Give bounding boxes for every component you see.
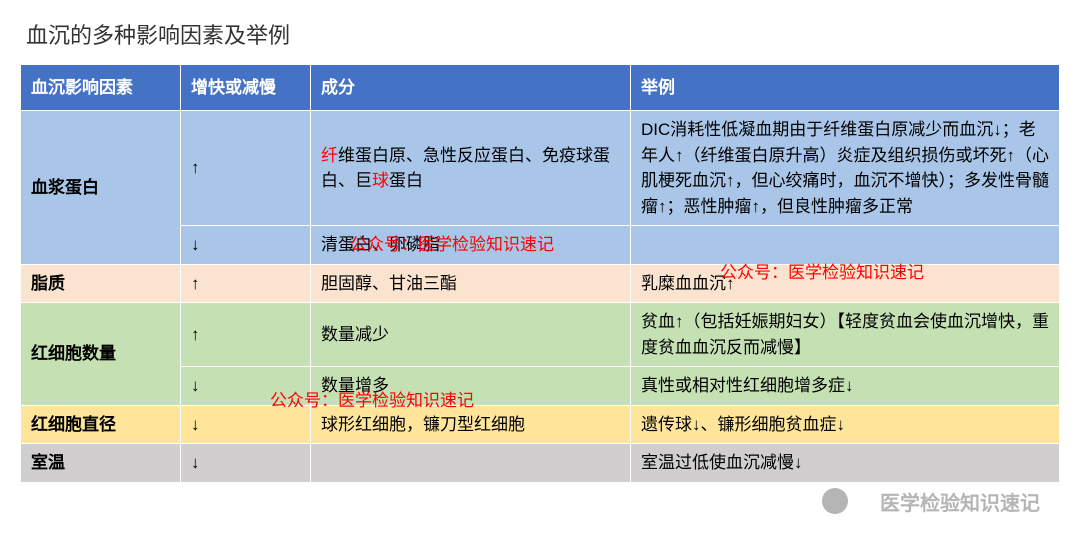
cell-component: 数量增多: [311, 367, 631, 406]
cell-component: 胆固醇、甘油三酯: [311, 264, 631, 303]
cell-direction: ↓: [181, 444, 311, 483]
cell-factor: 红细胞直径: [21, 405, 181, 444]
cell-example: 遗传球↓、镰形细胞贫血症↓: [631, 405, 1060, 444]
esr-factors-table: 血沉影响因素 增快或减慢 成分 举例 血浆蛋白↑纤维蛋白原、急性反应蛋白、免疫球…: [20, 64, 1060, 483]
cell-component: 球形红细胞，镰刀型红细胞: [311, 405, 631, 444]
cell-factor: 脂质: [21, 264, 181, 303]
table-row: 血浆蛋白↑纤维蛋白原、急性反应蛋白、免疫球蛋白、巨球蛋白DIC消耗性低凝血期由于…: [21, 111, 1060, 226]
col-factor: 血沉影响因素: [21, 65, 181, 111]
cell-example: 真性或相对性红细胞增多症↓: [631, 367, 1060, 406]
cell-component: 清蛋白、卵磷脂: [311, 226, 631, 265]
table-row: 脂质↑胆固醇、甘油三酯乳糜血血沉↑: [21, 264, 1060, 303]
table-row: 室温↓ 室温过低使血沉减慢↓: [21, 444, 1060, 483]
cell-example: 乳糜血血沉↑: [631, 264, 1060, 303]
cell-component: 数量减少: [311, 303, 631, 367]
col-component: 成分: [311, 65, 631, 111]
col-example: 举例: [631, 65, 1060, 111]
table-row: 红细胞直径↓球形红细胞，镰刀型红细胞遗传球↓、镰形细胞贫血症↓: [21, 405, 1060, 444]
cell-direction: ↑: [181, 111, 311, 226]
cell-direction: ↓: [181, 226, 311, 265]
page-title: 血沉的多种影响因素及举例: [20, 10, 1060, 64]
cell-factor: 红细胞数量: [21, 303, 181, 406]
header-row: 血沉影响因素 增快或减慢 成分 举例: [21, 65, 1060, 111]
cell-component: [311, 444, 631, 483]
cell-direction: ↑: [181, 303, 311, 367]
cell-example: [631, 226, 1060, 265]
table-row: 红细胞数量↑数量减少贫血↑（包括妊娠期妇女）【轻度贫血会使血沉增快，重度贫血血沉…: [21, 303, 1060, 367]
watermark-grey: 医学检验知识速记: [880, 487, 1040, 516]
cell-component: 纤维蛋白原、急性反应蛋白、免疫球蛋白、巨球蛋白: [311, 111, 631, 226]
cell-factor: 室温: [21, 444, 181, 483]
cell-direction: ↑: [181, 264, 311, 303]
cell-direction: ↓: [181, 367, 311, 406]
cell-example: DIC消耗性低凝血期由于纤维蛋白原减少而血沉↓；老年人↑（纤维蛋白原升高）炎症及…: [631, 111, 1060, 226]
cell-factor: 血浆蛋白: [21, 111, 181, 265]
cell-direction: ↓: [181, 405, 311, 444]
cell-example: 贫血↑（包括妊娠期妇女）【轻度贫血会使血沉增快，重度贫血血沉反而减慢】: [631, 303, 1060, 367]
col-direction: 增快或减慢: [181, 65, 311, 111]
cell-example: 室温过低使血沉减慢↓: [631, 444, 1060, 483]
watermark-logo-icon: [822, 488, 848, 514]
